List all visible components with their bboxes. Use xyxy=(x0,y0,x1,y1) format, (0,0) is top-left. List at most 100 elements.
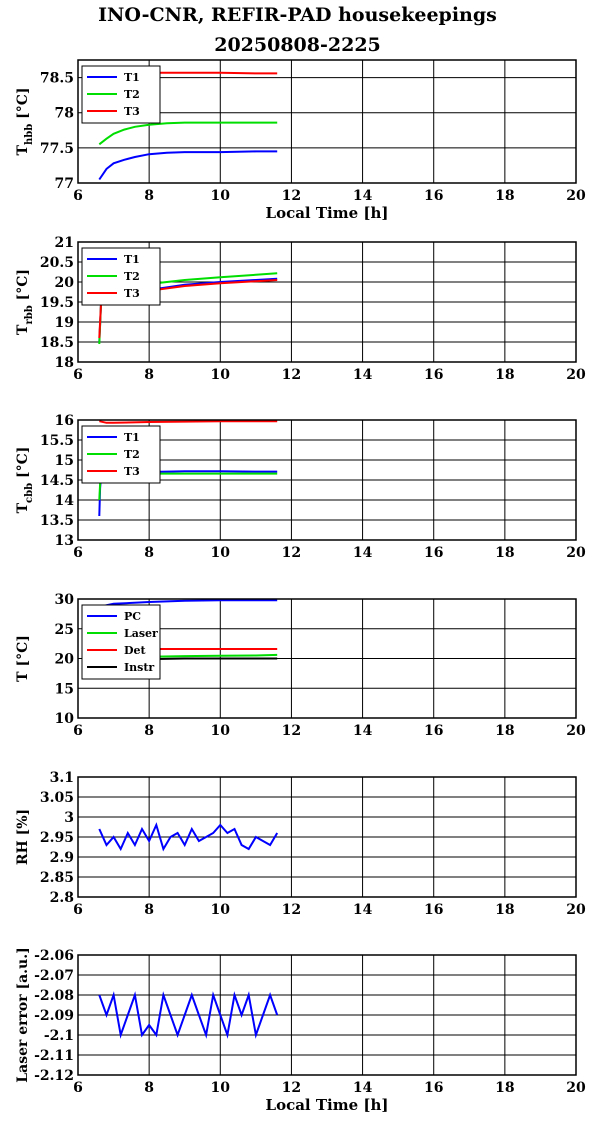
legend-label: T1 xyxy=(124,431,140,444)
y-tick-label: 3.1 xyxy=(50,770,74,786)
x-axis-label: Local Time [h] xyxy=(266,1096,389,1114)
x-tick-label: 10 xyxy=(211,545,231,561)
series-line-pc xyxy=(99,599,278,608)
x-tick-label: 20 xyxy=(566,545,586,561)
x-tick-label: 20 xyxy=(566,902,586,918)
plot-frame xyxy=(77,776,577,898)
legend-label: T1 xyxy=(124,71,140,84)
legend: T1 T2 T3 xyxy=(81,247,161,306)
y-tick-label: -2.06 xyxy=(34,948,74,964)
y-axis-label: Thbb [°C] xyxy=(15,88,35,156)
panel-2: 6 8 10 12 14 16 18 20 18 18.5 19 19.5 20 20.5 21 Trbb [… xyxy=(15,235,586,383)
y-tick-label: 18 xyxy=(55,355,74,371)
legend-label: T3 xyxy=(124,465,140,478)
y-tick-label: 2.8 xyxy=(50,890,74,906)
x-tick-label: 8 xyxy=(144,723,154,739)
chart-title-line2: 20250808-2225 xyxy=(214,34,381,56)
y-tick-label: 13.5 xyxy=(40,513,74,529)
plot-frame xyxy=(77,419,577,541)
y-tick-label: 77 xyxy=(55,176,74,192)
y-tick-label: -2.08 xyxy=(34,988,74,1004)
x-tick-label: 8 xyxy=(144,188,154,204)
y-tick-label: 16 xyxy=(55,413,74,429)
legend-label: T2 xyxy=(124,270,140,283)
y-tick-label: 77.5 xyxy=(40,141,74,157)
x-axis-label: Local Time [h] xyxy=(266,204,389,222)
x-tick-label: 18 xyxy=(495,1080,514,1096)
y-tick-label: 2.95 xyxy=(40,830,74,846)
legend-label: Det xyxy=(124,644,147,657)
plot-frame xyxy=(77,598,577,719)
y-tick-label: 3 xyxy=(64,810,74,826)
y-tick-label: 78 xyxy=(55,106,74,122)
x-tick-label: 8 xyxy=(144,545,154,561)
plot-frame xyxy=(77,954,577,1076)
y-tick-label: 20 xyxy=(55,275,75,291)
x-tick-label: 20 xyxy=(566,188,586,204)
y-tick-label: 78.5 xyxy=(40,71,74,87)
x-tick-label: 14 xyxy=(353,1080,373,1096)
y-tick-label: 2.9 xyxy=(50,850,74,866)
y-tick-label: -2.09 xyxy=(34,1008,74,1024)
panel-5: 6 8 10 12 14 16 18 20 2.8 2.85 2.9 2.95 3 3.05 3.1 RH [… xyxy=(15,770,586,918)
legend-label: PC xyxy=(124,610,141,623)
x-tick-label: 14 xyxy=(353,902,373,918)
x-tick-label: 16 xyxy=(424,367,443,383)
legend-label: T1 xyxy=(124,253,140,266)
legend-label: T3 xyxy=(124,287,140,300)
x-tick-label: 20 xyxy=(566,1080,586,1096)
series-line-t3 xyxy=(99,420,278,424)
x-tick-label: 10 xyxy=(211,1080,231,1096)
series-line-t2 xyxy=(98,121,278,146)
x-tick-label: 14 xyxy=(353,367,373,383)
legend-label: T2 xyxy=(124,448,140,461)
y-tick-label: -2.07 xyxy=(34,968,74,984)
y-tick-label: 25 xyxy=(55,622,74,638)
x-tick-label: 18 xyxy=(495,188,514,204)
x-tick-label: 14 xyxy=(353,545,373,561)
plot-frame xyxy=(77,59,577,184)
x-tick-label: 6 xyxy=(73,1080,83,1096)
y-tick-label: 21 xyxy=(55,235,74,251)
y-tick-label: 13 xyxy=(55,533,74,549)
x-tick-label: 18 xyxy=(495,723,514,739)
y-axis-label: RH [%] xyxy=(15,809,31,865)
panel-3: 6 8 10 12 14 16 18 20 13 13.5 14 14.5 15 15.5 16 Tcbb [… xyxy=(15,413,586,561)
y-tick-label: 18.5 xyxy=(40,335,74,351)
series-line-t1 xyxy=(98,150,278,181)
x-tick-label: 18 xyxy=(495,545,514,561)
y-tick-label: 14.5 xyxy=(40,473,74,489)
x-tick-label: 6 xyxy=(73,188,83,204)
y-tick-label: 19 xyxy=(55,315,74,331)
x-tick-label: 12 xyxy=(282,723,301,739)
legend-label: T2 xyxy=(124,88,140,101)
y-tick-label: 15 xyxy=(55,681,74,697)
x-tick-label: 18 xyxy=(495,902,514,918)
y-tick-label: 15 xyxy=(55,453,74,469)
y-tick-label: 20.5 xyxy=(40,255,74,271)
y-tick-label: 30 xyxy=(55,592,75,608)
x-tick-label: 10 xyxy=(211,902,231,918)
x-tick-label: 8 xyxy=(144,902,154,918)
panel-6: 6 8 10 12 14 16 18 20 -2.12 -2.11 -2.1 -2.09 -2.08 -2… xyxy=(15,947,586,1114)
x-tick-label: 20 xyxy=(566,723,586,739)
x-tick-label: 10 xyxy=(211,367,231,383)
x-tick-label: 6 xyxy=(73,902,83,918)
plot-area xyxy=(78,60,576,183)
y-axis-label: T [°C] xyxy=(15,635,31,682)
x-tick-label: 20 xyxy=(566,367,586,383)
legend: T1 T2 T3 xyxy=(81,425,161,484)
series-line-1 xyxy=(98,822,279,852)
y-tick-label: 2.85 xyxy=(40,870,74,886)
x-tick-label: 6 xyxy=(73,723,83,739)
x-tick-label: 12 xyxy=(282,902,301,918)
y-axis-label: Trbb [°C] xyxy=(15,269,35,335)
x-tick-label: 16 xyxy=(424,545,443,561)
x-tick-label: 12 xyxy=(282,545,301,561)
y-tick-label: 15.5 xyxy=(40,433,74,449)
x-tick-label: 14 xyxy=(353,723,373,739)
x-tick-label: 16 xyxy=(424,723,443,739)
legend-label: Laser xyxy=(124,627,158,640)
x-tick-label: 16 xyxy=(424,1080,443,1096)
